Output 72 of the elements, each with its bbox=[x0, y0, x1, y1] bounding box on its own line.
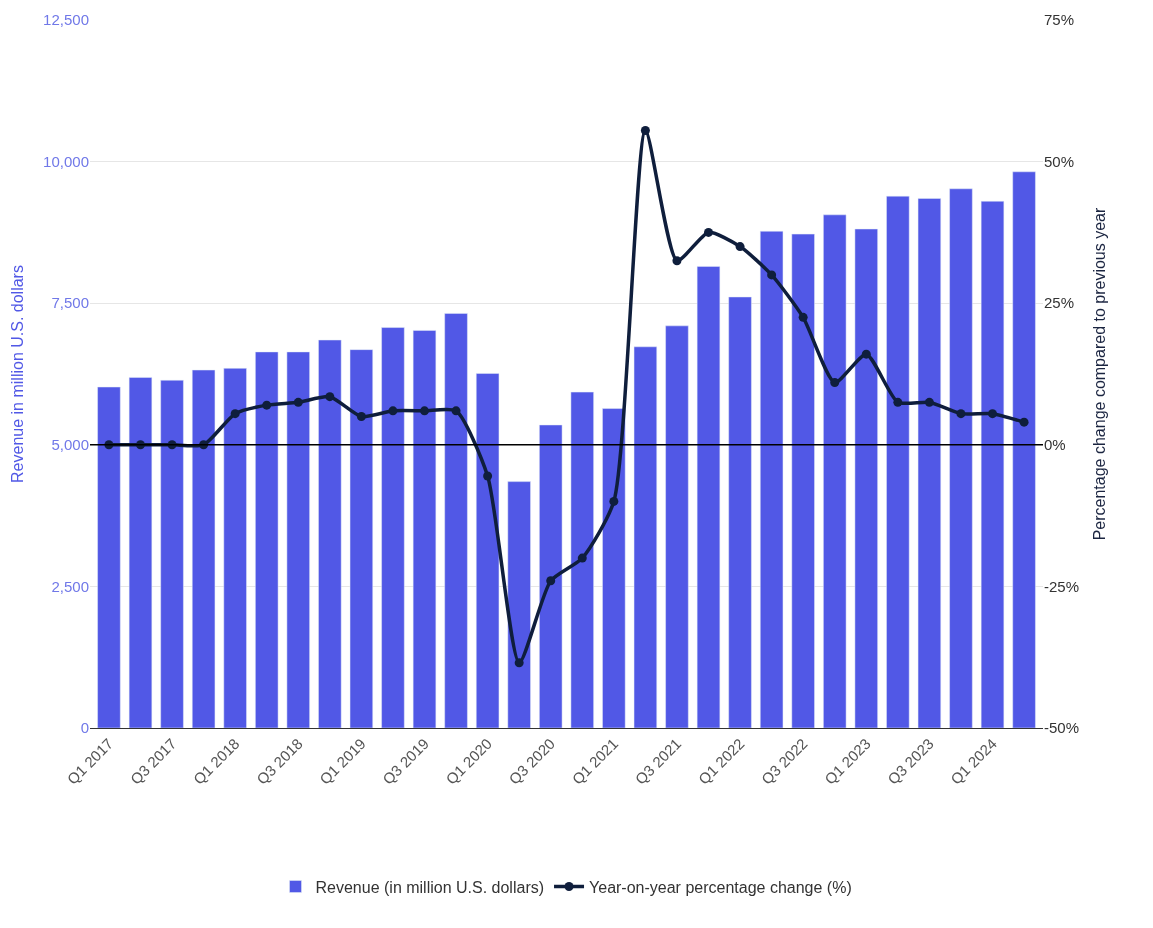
point bbox=[514, 658, 524, 668]
bar bbox=[823, 214, 847, 728]
point bbox=[577, 553, 587, 563]
bar bbox=[255, 351, 279, 728]
y2-tick-label: 75% bbox=[1044, 11, 1075, 29]
point bbox=[451, 406, 461, 416]
bar bbox=[223, 368, 247, 728]
y-tick-label: 5,000 bbox=[51, 436, 89, 454]
y-axis-title: Revenue in million U.S. dollars bbox=[9, 265, 27, 483]
y2-tick-label: 50% bbox=[1044, 152, 1075, 170]
bar bbox=[602, 408, 626, 728]
point bbox=[704, 227, 713, 237]
point bbox=[640, 125, 650, 135]
bar bbox=[97, 386, 121, 728]
bar bbox=[160, 379, 184, 728]
legend-label: Year-on-year percentage change (%) bbox=[589, 878, 852, 896]
point bbox=[956, 409, 966, 419]
point bbox=[293, 397, 303, 407]
y2-tick-label: -50% bbox=[1044, 719, 1080, 737]
y-tick-label: 12,500 bbox=[43, 11, 89, 29]
bar bbox=[728, 296, 752, 728]
bar bbox=[696, 266, 721, 728]
bar bbox=[665, 325, 689, 728]
legend-label: Revenue (in million U.S. dollars) bbox=[315, 878, 545, 896]
bar bbox=[381, 327, 405, 728]
y2-tick-label: -25% bbox=[1044, 577, 1080, 595]
point bbox=[672, 256, 682, 266]
point bbox=[893, 397, 903, 407]
bar bbox=[917, 198, 942, 728]
point bbox=[798, 312, 808, 322]
bar bbox=[191, 369, 216, 728]
bar bbox=[444, 313, 468, 728]
y-tick-label: 2,500 bbox=[51, 577, 89, 595]
bar bbox=[128, 377, 153, 728]
point bbox=[546, 576, 556, 586]
y-tick-label: 0 bbox=[80, 719, 89, 737]
bar bbox=[476, 373, 500, 728]
bar bbox=[286, 351, 310, 728]
y-tick-label: 10,000 bbox=[43, 152, 89, 170]
y2-tick-label: 0% bbox=[1044, 436, 1066, 454]
point bbox=[924, 397, 934, 407]
point bbox=[830, 378, 840, 387]
point bbox=[735, 242, 745, 252]
point bbox=[988, 409, 998, 419]
point bbox=[609, 496, 619, 506]
bar bbox=[791, 233, 815, 728]
bar bbox=[949, 188, 973, 728]
point bbox=[325, 392, 335, 402]
y2-axis-title: Percentage change compared to previous year bbox=[1090, 207, 1108, 541]
bar bbox=[1012, 171, 1036, 728]
bar bbox=[349, 349, 373, 728]
bar bbox=[854, 228, 878, 728]
point bbox=[1019, 417, 1029, 427]
bar bbox=[507, 481, 531, 728]
bar bbox=[539, 424, 563, 728]
point bbox=[262, 400, 272, 410]
bar bbox=[412, 330, 437, 728]
point bbox=[861, 349, 871, 359]
point bbox=[230, 409, 240, 419]
y-tick-label: 7,500 bbox=[51, 294, 89, 312]
point bbox=[420, 406, 429, 416]
point bbox=[388, 406, 398, 416]
point bbox=[767, 270, 777, 280]
bar bbox=[886, 195, 910, 728]
bar bbox=[633, 346, 657, 728]
y2-tick-label: 25% bbox=[1044, 294, 1075, 312]
bar bbox=[980, 201, 1005, 728]
bar bbox=[318, 339, 342, 728]
bar bbox=[570, 391, 594, 728]
point bbox=[483, 471, 493, 481]
point bbox=[356, 411, 366, 421]
bar bbox=[760, 231, 784, 728]
